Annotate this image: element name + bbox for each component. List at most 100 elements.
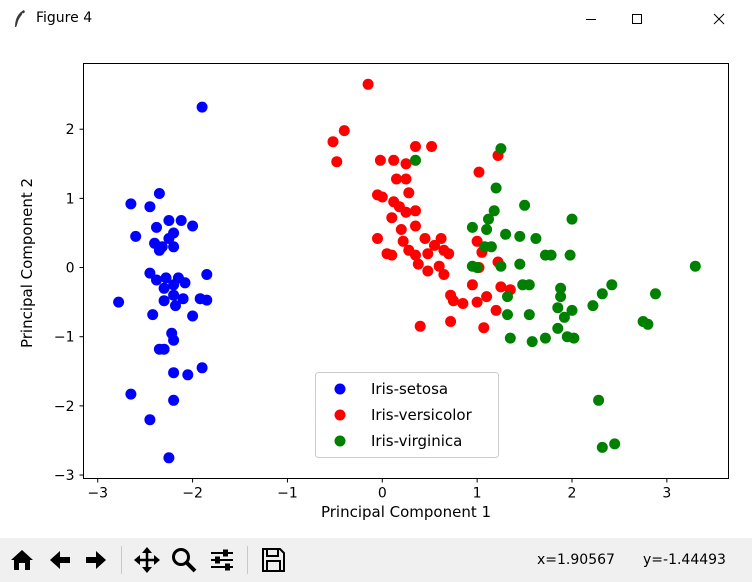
data-point-iris-setosa-9 bbox=[163, 233, 175, 244]
data-point-iris-virginica-34 bbox=[523, 309, 535, 321]
navigation-toolbar: x=1.90567 y=-1.44493 bbox=[0, 538, 752, 582]
maximize-button[interactable] bbox=[614, 0, 660, 38]
figure-canvas[interactable]: −3 −2 −1 0 1 2 3 −3 −2 −1 0 1 2 Principal Component … bbox=[0, 38, 752, 538]
data-point-iris-versicolor-1 bbox=[338, 125, 350, 137]
data-point-iris-setosa-29 bbox=[113, 296, 125, 308]
toolbar-separator bbox=[121, 546, 122, 574]
data-point-iris-virginica-19 bbox=[495, 260, 507, 272]
data-point-iris-versicolor-8 bbox=[400, 158, 412, 170]
x-tick-label: 0 bbox=[378, 486, 387, 502]
data-point-iris-versicolor-4 bbox=[410, 141, 421, 152]
data-point-iris-setosa-17 bbox=[151, 274, 162, 286]
data-point-iris-versicolor-35 bbox=[412, 258, 424, 270]
data-point-iris-virginica-38 bbox=[642, 318, 654, 330]
data-point-iris-virginica-10 bbox=[514, 230, 526, 242]
data-point-iris-setosa-36 bbox=[168, 367, 180, 379]
data-point-iris-versicolor-2 bbox=[327, 136, 339, 148]
data-point-iris-setosa-5 bbox=[175, 215, 187, 226]
data-point-iris-versicolor-48 bbox=[481, 291, 493, 303]
data-point-iris-setosa-21 bbox=[179, 277, 191, 289]
data-point-iris-setosa-20 bbox=[158, 282, 170, 294]
data-point-iris-setosa-15 bbox=[144, 267, 156, 279]
data-point-iris-versicolor-34 bbox=[443, 248, 455, 260]
legend: Iris-setosa Iris-versicolor Iris-virgini… bbox=[315, 372, 499, 458]
x-tick-label: 3 bbox=[662, 486, 671, 502]
x-tick-label: −2 bbox=[182, 486, 203, 502]
legend-label-setosa: Iris-setosa bbox=[371, 380, 448, 398]
data-point-iris-virginica-35 bbox=[558, 311, 570, 323]
pan-button[interactable] bbox=[131, 542, 163, 578]
x-coordinate-readout: x=1.90567 bbox=[537, 552, 615, 568]
data-point-iris-versicolor-30 bbox=[410, 249, 421, 261]
data-point-iris-virginica-11 bbox=[530, 233, 542, 244]
ticks-layer: −3 −2 −1 0 1 2 3 −3 −2 −1 0 1 2 bbox=[54, 122, 671, 501]
x-tick-label: 2 bbox=[568, 486, 577, 502]
data-point-iris-versicolor-25 bbox=[397, 235, 409, 247]
data-point-iris-versicolor-54 bbox=[478, 322, 490, 334]
forward-button[interactable] bbox=[80, 542, 112, 578]
data-point-iris-setosa-31 bbox=[187, 310, 199, 322]
data-point-iris-versicolor-21 bbox=[410, 220, 421, 232]
data-point-iris-virginica-36 bbox=[552, 322, 564, 334]
back-button[interactable] bbox=[44, 542, 76, 578]
data-point-iris-setosa-33 bbox=[168, 334, 180, 346]
data-point-iris-virginica-13 bbox=[545, 249, 557, 261]
data-point-iris-setosa-26 bbox=[170, 300, 181, 312]
data-point-iris-versicolor-7 bbox=[388, 154, 400, 166]
minimize-button[interactable] bbox=[568, 0, 614, 38]
y-tick-label: −1 bbox=[54, 330, 75, 346]
data-point-iris-virginica-24 bbox=[555, 282, 567, 294]
data-point-iris-versicolor-29 bbox=[386, 249, 398, 261]
data-point-iris-setosa-13 bbox=[153, 244, 165, 256]
data-point-iris-versicolor-38 bbox=[438, 269, 450, 280]
zoom-button[interactable] bbox=[168, 542, 200, 578]
data-point-iris-versicolor-40 bbox=[471, 235, 483, 247]
legend-box bbox=[315, 372, 499, 458]
data-point-iris-setosa-39 bbox=[125, 388, 137, 400]
data-point-iris-versicolor-49 bbox=[457, 298, 469, 309]
data-point-iris-virginica-41 bbox=[539, 332, 551, 344]
y-axis-label: Principal Component 2 bbox=[18, 178, 36, 348]
data-point-iris-setosa-23 bbox=[168, 289, 180, 301]
x-axis-label: Principal Component 1 bbox=[321, 503, 491, 521]
back-arrow-icon bbox=[50, 551, 70, 569]
data-point-iris-setosa-14 bbox=[168, 241, 180, 253]
data-point-iris-virginica-45 bbox=[609, 438, 621, 450]
data-point-iris-versicolor-52 bbox=[414, 320, 426, 332]
data-point-iris-setosa-35 bbox=[158, 343, 170, 355]
y-tick-label: −2 bbox=[54, 399, 75, 415]
data-point-iris-versicolor-12 bbox=[400, 173, 412, 185]
data-point-iris-setosa-19 bbox=[168, 279, 180, 291]
data-point-iris-virginica-18 bbox=[466, 260, 478, 272]
data-point-iris-virginica-26 bbox=[502, 291, 513, 303]
data-point-iris-virginica-40 bbox=[526, 336, 538, 348]
data-point-iris-virginica-16 bbox=[485, 241, 497, 253]
data-point-iris-versicolor-6 bbox=[374, 154, 386, 166]
data-point-iris-versicolor-44 bbox=[495, 281, 507, 293]
home-button[interactable] bbox=[6, 542, 38, 578]
save-button[interactable] bbox=[257, 542, 289, 578]
data-point-iris-virginica-25 bbox=[606, 279, 618, 291]
forward-arrow-icon bbox=[86, 551, 106, 569]
y-coordinate-readout: y=-1.44493 bbox=[643, 552, 726, 568]
data-point-iris-versicolor-20 bbox=[386, 212, 398, 224]
configure-subplots-button[interactable] bbox=[206, 542, 238, 578]
data-point-iris-virginica-0 bbox=[410, 154, 421, 166]
data-point-iris-setosa-0 bbox=[196, 101, 208, 113]
scatter-plot[interactable]: −3 −2 −1 0 1 2 3 −3 −2 −1 0 1 2 Principal Component … bbox=[0, 38, 752, 538]
save-icon bbox=[262, 548, 285, 572]
window-title: Figure 4 bbox=[36, 10, 93, 26]
data-point-iris-versicolor-15 bbox=[403, 187, 415, 199]
data-point-iris-setosa-25 bbox=[177, 293, 189, 305]
x-tick-label: −3 bbox=[87, 486, 108, 502]
data-point-iris-versicolor-5 bbox=[426, 141, 438, 152]
legend-marker-virginica bbox=[334, 435, 346, 447]
data-point-iris-setosa-22 bbox=[201, 269, 213, 280]
data-point-iris-virginica-3 bbox=[488, 205, 500, 217]
data-point-iris-versicolor-24 bbox=[435, 233, 447, 244]
points-layer bbox=[113, 78, 701, 464]
feather-icon bbox=[15, 10, 25, 29]
data-point-iris-versicolor-32 bbox=[429, 239, 440, 251]
close-button[interactable] bbox=[696, 0, 742, 38]
title-bar[interactable]: Figure 4 bbox=[0, 0, 752, 38]
